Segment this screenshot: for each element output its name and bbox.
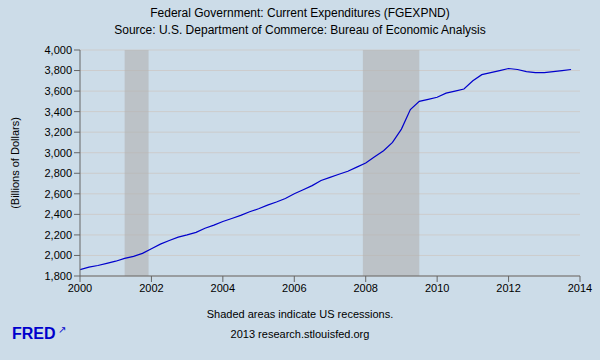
svg-text:2,800: 2,800	[44, 167, 72, 179]
svg-text:2,200: 2,200	[44, 229, 72, 241]
svg-text:2,400: 2,400	[44, 208, 72, 220]
svg-text:2012: 2012	[496, 282, 520, 294]
html-text:Shaded areas indicate US reces: Shaded areas indicate US recessions.	[206, 308, 394, 320]
svg-text:2004: 2004	[211, 282, 235, 294]
svg-text:2002: 2002	[139, 282, 163, 294]
svg-text:2006: 2006	[282, 282, 306, 294]
svg-text:4,000: 4,000	[44, 44, 72, 56]
svg-text:1,800: 1,800	[44, 270, 72, 282]
svg-text:2000: 2000	[68, 282, 92, 294]
svg-text:2014: 2014	[568, 282, 592, 294]
svg-text:3,200: 3,200	[44, 126, 72, 138]
svg-text:2,600: 2,600	[44, 188, 72, 200]
svg-text:2010: 2010	[425, 282, 449, 294]
html-text:Federal Government: Current Ex: Federal Government: Current Expenditures…	[150, 6, 450, 20]
svg-text:3,400: 3,400	[44, 106, 72, 118]
svg-text:2,000: 2,000	[44, 249, 72, 261]
svg-text:3,800: 3,800	[44, 64, 72, 76]
svg-text:2008: 2008	[353, 282, 377, 294]
svg-text:(Billions of Dollars): (Billions of Dollars)	[9, 117, 21, 209]
html-text:2013 research.stlouisfed.org: 2013 research.stlouisfed.org	[230, 328, 370, 340]
svg-text:3,000: 3,000	[44, 147, 72, 159]
html-text:Source: U.S. Department of Com: Source: U.S. Department of Commerce: Bur…	[114, 23, 486, 37]
html-text:FRED↗: FRED↗	[12, 324, 66, 343]
svg-text:3,600: 3,600	[44, 85, 72, 97]
